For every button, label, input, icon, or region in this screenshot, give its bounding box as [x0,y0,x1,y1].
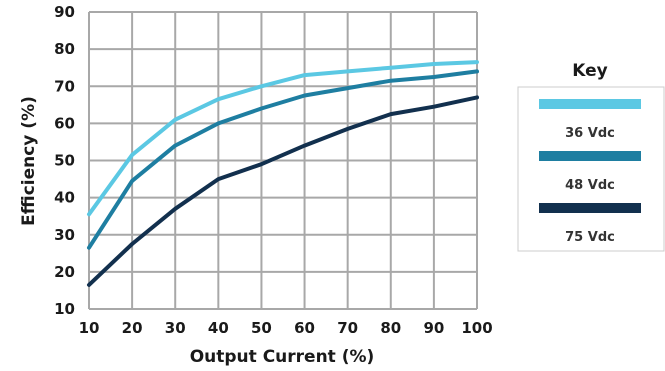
legend-label: 75 Vdc [565,230,615,245]
legend-label: 48 Vdc [565,178,615,193]
y-axis-title: Efficiency (%) [19,96,39,226]
x-tick-label: 30 [165,319,186,337]
legend-label: 36 Vdc [565,126,615,141]
y-tick-label: 50 [54,152,75,170]
y-tick-label: 70 [54,77,75,95]
legend-box [517,86,665,252]
y-tick-label: 10 [54,300,75,318]
x-tick-label: 80 [380,319,401,337]
x-axis-title: Output Current (%) [190,347,375,367]
x-tick-label: 100 [461,319,492,337]
y-tick-label: 60 [54,114,75,132]
series-lines [87,60,479,287]
series-line [87,69,479,250]
x-tick-label: 70 [337,319,358,337]
x-tick-labels: 10 20 30 40 50 60 70 80 90 100 [79,319,493,337]
x-tick-label: 50 [251,319,272,337]
y-tick-label: 40 [54,189,75,207]
legend-title: Key [572,61,608,81]
y-tick-label: 80 [54,40,75,58]
series-line [87,60,479,217]
x-tick-label: 10 [79,319,100,337]
legend-swatch [539,99,641,109]
y-tick-label: 90 [54,3,75,21]
legend: Key 36 Vdc 48 Vdc 75 Vdc [517,61,665,252]
y-tick-label: 30 [54,226,75,244]
legend-swatch [539,151,641,161]
y-tick-label: 20 [54,263,75,281]
x-tick-label: 40 [208,319,229,337]
legend-swatch [539,203,641,213]
grid-lines [88,11,478,310]
series-line [87,95,479,287]
x-tick-label: 60 [294,319,315,337]
x-tick-label: 90 [423,319,444,337]
legend-items: 36 Vdc 48 Vdc 75 Vdc [539,99,641,245]
x-tick-label: 20 [122,319,143,337]
y-tick-labels: 10 20 30 40 50 60 70 80 90 [54,3,75,318]
